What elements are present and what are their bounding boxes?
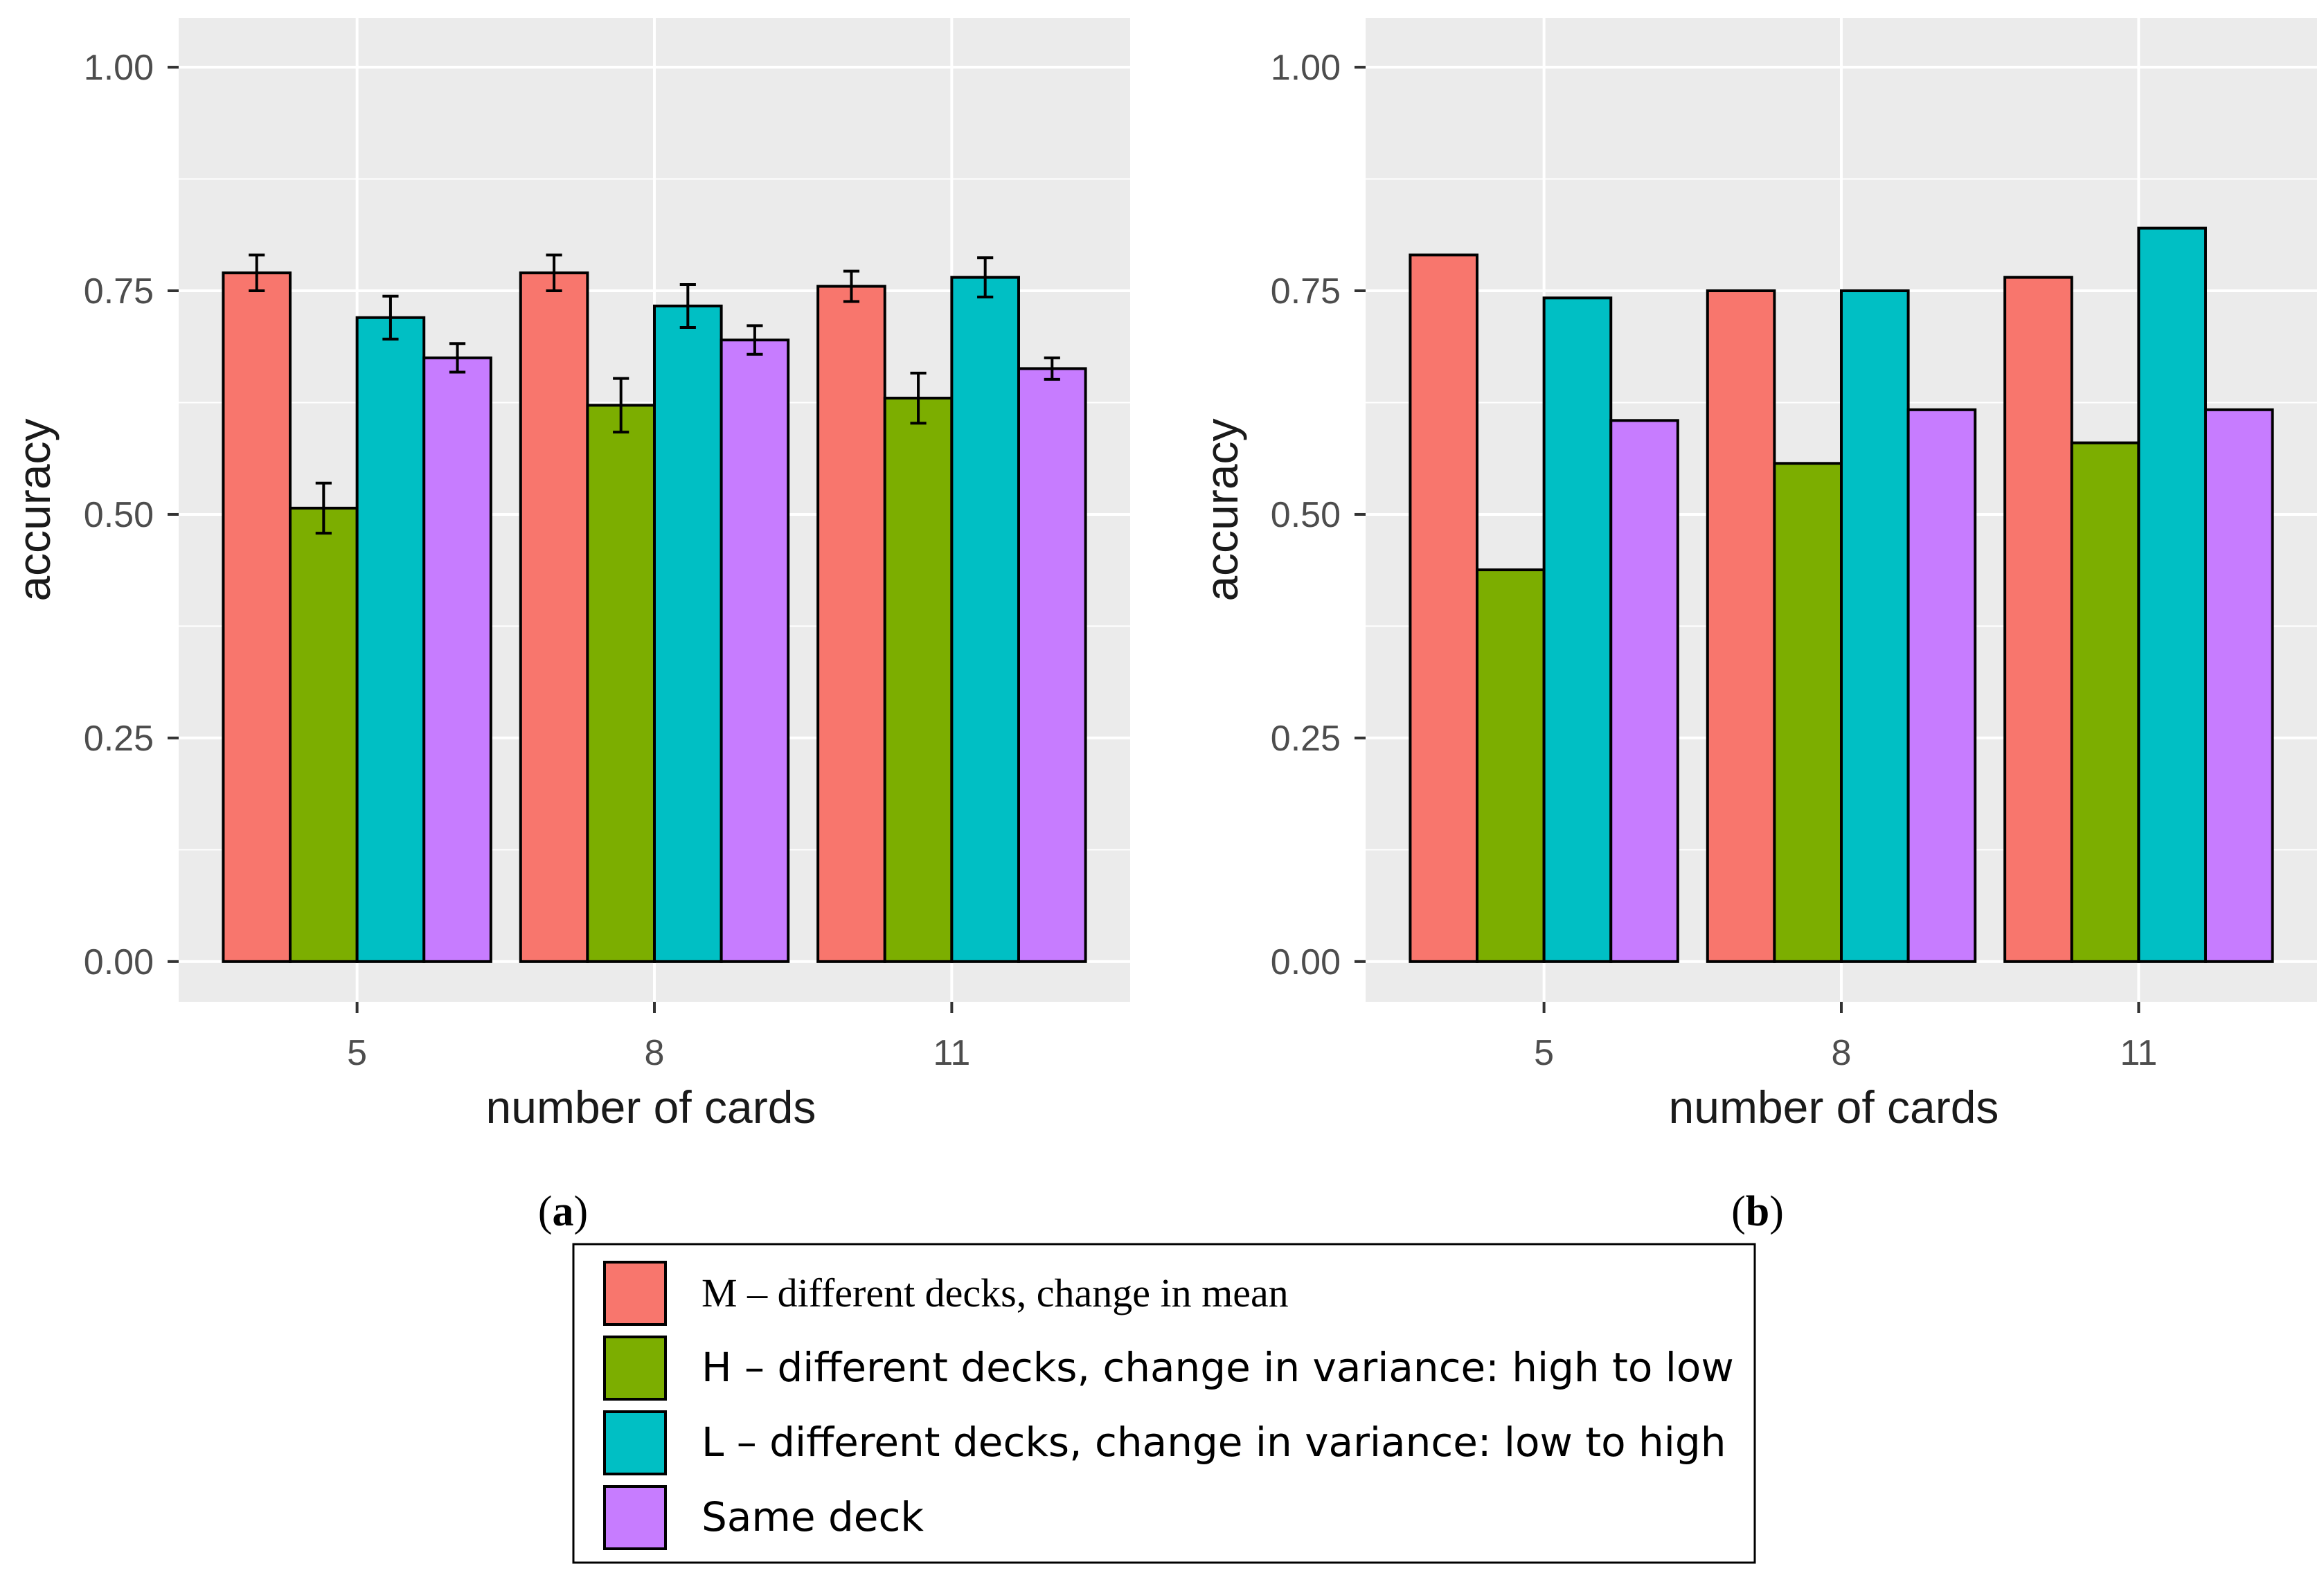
bar-same-deck-5 [1609,419,1679,963]
error-bar-h-11 [910,371,927,425]
bar-l-11 [2137,226,2207,963]
bar-same-deck-8 [1906,408,1977,963]
y-tick-label: 0.75 [84,271,154,312]
bar-same-deck-11 [1017,367,1087,963]
legend-entry: L – different decks, change in variance:… [603,1410,1726,1475]
bar-h-5 [289,506,359,963]
legend-entry: H – different decks, change in variance:… [603,1336,1734,1401]
error-bar-m-5 [249,253,265,293]
error-bar-h-8 [613,377,629,434]
error-bar-h-5 [315,481,332,535]
x-axis-title: number of cards [1669,1081,1999,1133]
y-tick-label: 0.50 [1271,495,1341,535]
bar-same-deck-11 [2204,408,2274,963]
bar-same-deck-8 [719,339,790,963]
bar-h-5 [1476,568,1546,963]
error-bar-same-deck-11 [1044,356,1060,381]
legend-box [572,1243,1756,1564]
y-axis-title: accuracy [1196,418,1247,601]
bar-l-5 [355,316,426,963]
legend-label: H – different decks, change in variance:… [701,1344,1734,1391]
x-tick-label: 8 [645,1033,665,1073]
bar-l-11 [950,276,1020,963]
bar-same-deck-5 [422,356,492,963]
legend-label: M – different decks, change in mean [701,1270,1289,1315]
legend-swatch [603,1410,667,1475]
x-axis-title: number of cards [486,1081,816,1133]
error-bar-same-deck-5 [449,342,466,374]
y-tick-label: 0.50 [84,495,154,535]
y-tick-label: 1.00 [84,48,154,88]
error-bar-l-5 [382,294,399,341]
y-tick-label: 1.00 [1271,48,1341,88]
x-tick-label: 8 [1832,1033,1852,1073]
bar-m-11 [2003,276,2073,963]
bar-h-11 [2070,441,2140,963]
error-bar-same-deck-8 [747,324,763,356]
y-tick-label: 0.25 [84,719,154,759]
bar-l-8 [653,304,723,963]
y-tick-label: 0.75 [1271,271,1341,312]
bar-h-8 [586,404,656,963]
x-tick-label: 11 [933,1033,970,1073]
legend-label: L – different decks, change in variance:… [701,1419,1726,1466]
bar-h-11 [883,397,954,963]
error-bar-m-8 [546,253,562,293]
bar-m-5 [1409,253,1479,963]
legend-swatch [603,1336,667,1401]
panel-label: (b) [1731,1188,1784,1235]
legend-swatch [603,1261,667,1326]
bar-m-8 [519,271,589,963]
legend-entry: M – different decks, change in mean [603,1261,1289,1326]
legend: M – different decks, change in mean H – d… [572,1243,1756,1564]
panel-label: (a) [538,1188,588,1235]
y-tick-label: 0.25 [1271,719,1341,759]
error-bar-m-11 [843,269,860,303]
legend-entry: Same deck [603,1485,924,1550]
bar-m-11 [816,285,886,963]
legend-swatch [603,1485,667,1550]
x-tick-label: 11 [2120,1033,2157,1073]
bar-l-8 [1840,289,1910,963]
x-tick-label: 5 [1534,1033,1554,1073]
y-axis-title: accuracy [8,418,60,601]
bar-m-8 [1706,289,1776,963]
error-bar-l-8 [679,282,696,329]
chart-panel-a: 0.00 0.25 0.50 0.75 1.00 5 8 11 number of cards a… [8,18,1130,1235]
x-tick-label: 5 [347,1033,367,1073]
bar-m-5 [222,271,292,963]
bar-h-8 [1773,462,1843,963]
y-tick-label: 0.00 [1271,942,1341,982]
chart-panel-b: 0.00 0.25 0.50 0.75 1.00 5 8 11 number of cards a… [1196,18,2317,1235]
error-bar-l-11 [977,256,994,299]
y-tick-label: 0.00 [84,942,154,982]
legend-label: Same deck [701,1493,924,1540]
bar-l-5 [1542,296,1613,963]
